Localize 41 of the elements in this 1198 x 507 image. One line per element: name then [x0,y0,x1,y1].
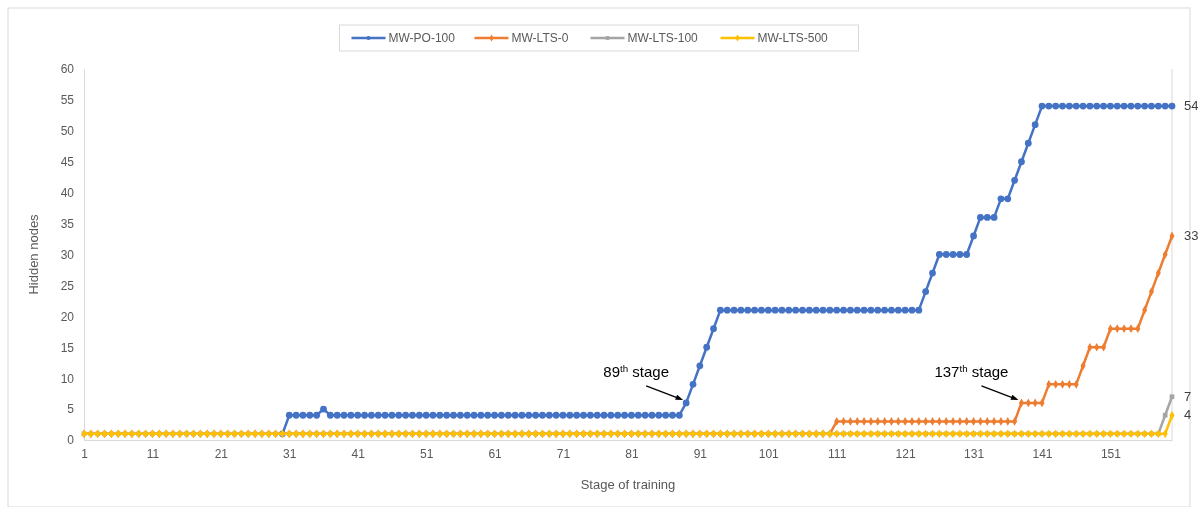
x-tick-label: 31 [283,446,297,461]
x-tick-label: 1 [81,446,89,461]
y-tick-label: 20 [60,309,75,324]
legend-label: MW-LTS-100 [627,31,699,45]
x-tick-label: 151 [1100,446,1122,461]
legend-label: MW-LTS-0 [511,31,569,45]
x-tick-label: 111 [828,446,847,461]
y-tick-label: 30 [60,247,75,262]
x-tick-label: 121 [895,446,916,461]
y-tick-label: 50 [60,124,75,139]
x-tick-label: 141 [1032,446,1053,461]
y-axis-title: Hidden nodes [26,213,41,295]
x-tick-label: 61 [488,446,503,461]
y-tick-label: 15 [60,340,75,355]
y-tick-label: 25 [60,278,75,293]
y-tick-label: 10 [60,371,75,386]
x-tick-label: 71 [556,446,571,461]
data-label: 4 [1184,407,1192,423]
legend-label: MW-PO-100 [388,31,456,45]
y-tick-label: 35 [60,216,75,231]
annotation: 137$^{th}$ stage [934,362,1009,380]
data-label: 54 [1184,98,1198,114]
y-tick-label: 5 [67,402,75,417]
x-tick-label: 81 [625,446,639,461]
x-tick-label: 131 [964,446,985,461]
x-axis-title: Stage of training [580,477,676,492]
data-label: 7 [1184,388,1192,404]
x-tick-label: 51 [419,446,434,461]
x-tick-label: 91 [693,446,708,461]
x-tick-label: 41 [351,446,366,461]
y-tick-label: 45 [60,155,75,170]
y-tick-label: 40 [60,186,75,201]
annotation: 89$^{th}$ stage [603,362,670,380]
x-tick-label: 101 [758,446,780,461]
legend-label: MW-LTS-500 [757,31,829,45]
x-tick-label: 11 [146,446,160,461]
y-tick-label: 55 [60,93,75,108]
y-tick-label: 60 [60,62,75,77]
x-tick-label: 21 [214,446,229,461]
y-tick-label: 0 [67,433,75,448]
data-label: 33 [1184,227,1198,243]
